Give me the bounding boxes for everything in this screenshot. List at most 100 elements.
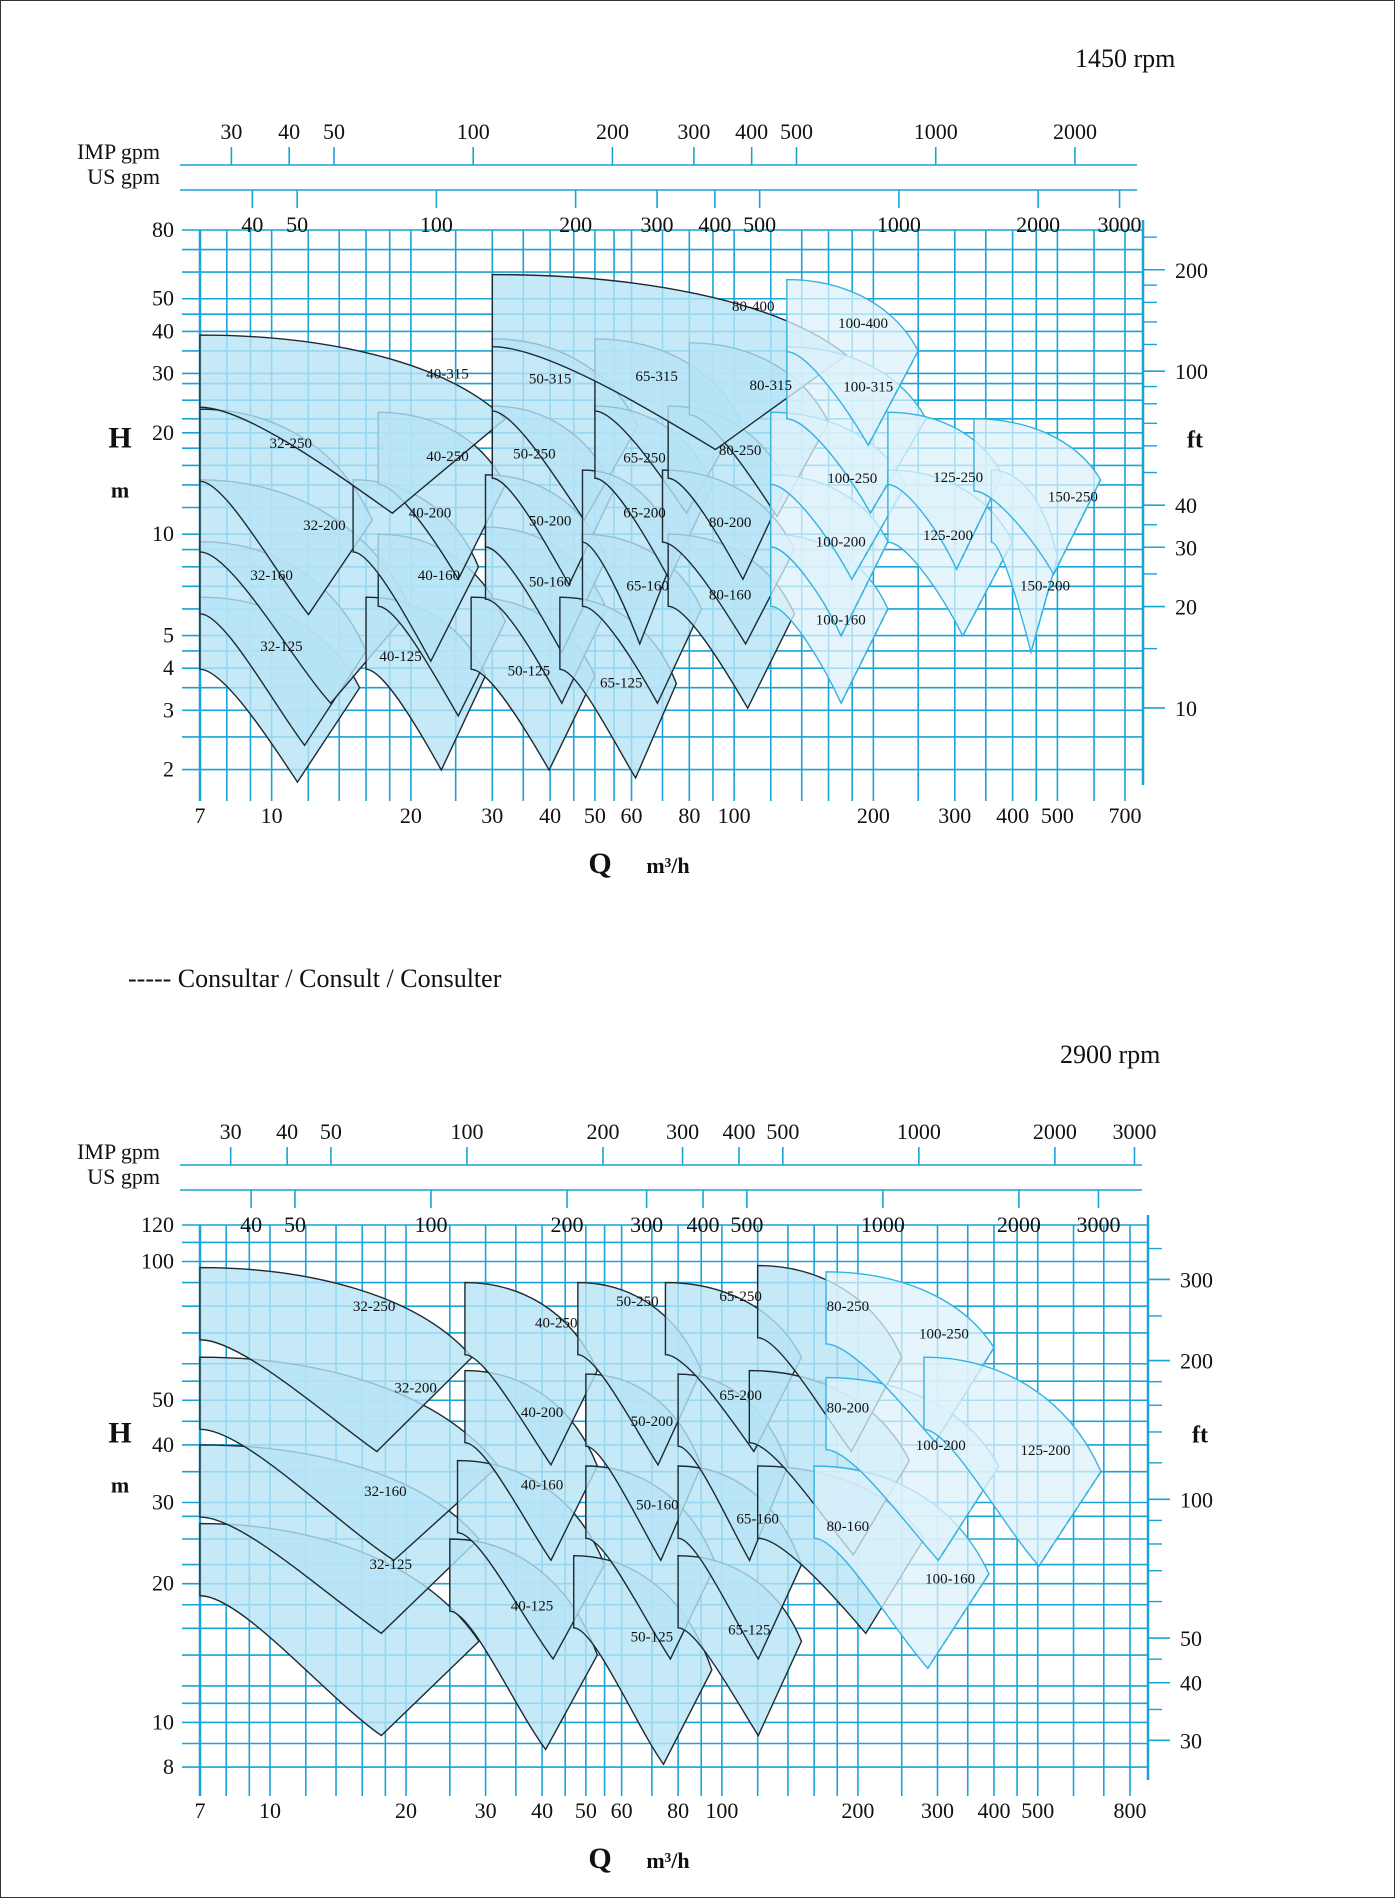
y-axis-title: H (108, 1417, 131, 1450)
region-label-65-200: 65-200 (719, 1388, 762, 1404)
imp-tick-label: 400 (735, 119, 768, 144)
x-tick-label: 7 (195, 1798, 206, 1823)
x-tick-label: 20 (395, 1798, 417, 1823)
y-tick-label: 5 (163, 623, 174, 648)
pump-region-150-250 (973, 418, 1102, 576)
imp-tick-label: 100 (450, 1119, 483, 1144)
imp-tick-label: 50 (323, 119, 345, 144)
region-label-40-200: 40-200 (521, 1405, 564, 1421)
us-tick-label: 200 (551, 1212, 584, 1237)
region-label-32-250: 32-250 (270, 436, 313, 452)
region-label-40-160: 40-160 (521, 1478, 564, 1494)
region-label-100-250: 100-250 (919, 1327, 969, 1343)
x-axis-title: Q (588, 847, 611, 880)
region-label-32-160: 32-160 (250, 568, 293, 584)
x-tick-label: 700 (1109, 803, 1142, 828)
consult-edge-100-250 (851, 484, 907, 580)
region-label-125-200: 125-200 (1020, 1443, 1070, 1459)
x-tick-label: 300 (921, 1798, 954, 1823)
y-tick-label: 3 (163, 697, 174, 722)
imp-tick-label: 50 (320, 1119, 342, 1144)
x-tick-label: 60 (621, 803, 643, 828)
imp-tick-label: 100 (457, 119, 490, 144)
imp-tick-label: 200 (596, 119, 629, 144)
region-label-40-200: 40-200 (409, 506, 452, 522)
region-label-80-200: 80-200 (827, 1401, 870, 1417)
imp-tick-label: 40 (278, 119, 300, 144)
x-tick-label: 200 (857, 803, 890, 828)
us-tick-label: 50 (284, 1212, 306, 1237)
x-tick-label: 60 (611, 1798, 633, 1823)
y-tick-label: 30 (152, 360, 174, 385)
us-tick-label: 1000 (861, 1212, 905, 1237)
us-tick-label: 40 (240, 1212, 262, 1237)
ft-tick-label: 30 (1180, 1728, 1202, 1753)
imp-tick-label: 3000 (1112, 1119, 1156, 1144)
pump-region-40-250 (464, 1281, 599, 1467)
region-label-80-250: 80-250 (719, 443, 762, 459)
region-label-65-315: 65-315 (635, 369, 678, 385)
region-label-40-250: 40-250 (535, 1315, 578, 1331)
ft-tick-label: 40 (1180, 1671, 1202, 1696)
ft-tick-label: 30 (1175, 535, 1197, 560)
region-label-100-250: 100-250 (827, 471, 877, 487)
y-tick-label: 120 (141, 1212, 174, 1237)
region-label-32-125: 32-125 (369, 1557, 412, 1573)
region-label-32-250: 32-250 (353, 1299, 396, 1315)
region-label-80-160: 80-160 (709, 587, 752, 603)
region-label-40-315: 40-315 (426, 366, 469, 382)
us-tick-label: 3000 (1098, 212, 1142, 237)
x-tick-label: 7 (195, 803, 206, 828)
y-tick-label: 50 (152, 286, 174, 311)
us-tick-label: 50 (286, 212, 308, 237)
ft-tick-label: 40 (1175, 493, 1197, 518)
x-tick-label: 300 (938, 803, 971, 828)
region-label-40-250: 40-250 (426, 449, 469, 465)
plot-area: 32-125 32-160 32-200 32-250 40-125 40-160 40-2… (77, 1119, 1213, 1875)
region-label-32-125: 32-125 (260, 639, 303, 655)
region-label-100-160: 100-160 (816, 612, 866, 628)
region-label-50-160: 50-160 (636, 1497, 679, 1513)
y-tick-label: 8 (163, 1754, 174, 1779)
y-tick-label: 100 (141, 1248, 174, 1273)
region-label-65-250: 65-250 (623, 451, 666, 467)
ft-tick-label: 200 (1175, 258, 1208, 283)
imp-tick-label: 300 (677, 119, 710, 144)
us-tick-label: 300 (641, 212, 674, 237)
us-tick-label: 500 (730, 1212, 763, 1237)
imp-tick-label: 2000 (1033, 1119, 1077, 1144)
y-tick-label: 10 (152, 521, 174, 546)
y-axis-unit: m (111, 1473, 129, 1498)
region-label-50-125: 50-125 (631, 1629, 674, 1645)
consult-edge-100-160 (927, 1573, 990, 1669)
consult-edge-100-315 (869, 418, 927, 514)
consult-edge-100-200 (937, 1465, 1000, 1561)
pump-curve-chart-2900: 32-125 32-160 32-200 32-250 40-125 40-160 40-2… (77, 1119, 1213, 1875)
x-tick-label: 50 (575, 1798, 597, 1823)
y-axis-title: H (108, 422, 131, 455)
x-tick-label: 80 (678, 803, 700, 828)
x-tick-label: 100 (705, 1798, 738, 1823)
x-tick-label: 20 (400, 803, 422, 828)
y-tick-label: 50 (152, 1387, 174, 1412)
x-tick-label: 30 (475, 1798, 497, 1823)
x-tick-label: 50 (584, 803, 606, 828)
consult-edge-125-200 (962, 541, 1014, 637)
x-tick-label: 100 (718, 803, 751, 828)
region-label-32-200: 32-200 (303, 518, 346, 534)
imp-tick-label: 40 (276, 1119, 298, 1144)
us-tick-label: 1000 (877, 212, 921, 237)
y-tick-label: 10 (152, 1709, 174, 1734)
imp-tick-label: 1000 (914, 119, 958, 144)
x-tick-label: 10 (261, 803, 283, 828)
x-tick-label: 10 (259, 1798, 281, 1823)
us-tick-label: 100 (420, 212, 453, 237)
x-tick-label: 500 (1021, 1798, 1054, 1823)
region-label-65-125: 65-125 (600, 676, 643, 692)
pump-regions (199, 273, 1102, 784)
region-label-65-250: 65-250 (719, 1289, 762, 1305)
x-tick-label: 200 (841, 1798, 874, 1823)
pump-regions (199, 1264, 1102, 1766)
ft-tick-label: 200 (1180, 1349, 1213, 1374)
consult-note: ----- Consultar / Consult / Consulter (128, 964, 502, 993)
